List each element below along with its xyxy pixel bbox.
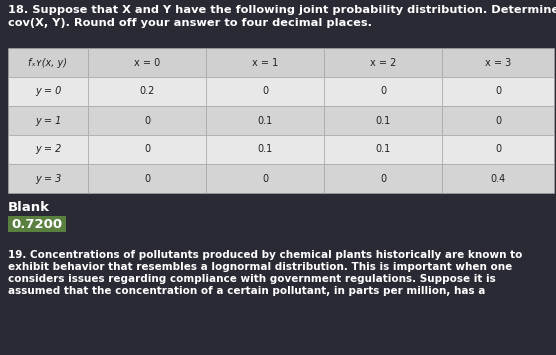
- Text: 0.1: 0.1: [257, 115, 272, 126]
- Bar: [88, 77, 206, 106]
- Text: 0: 0: [262, 87, 268, 97]
- Text: 0.2: 0.2: [140, 87, 155, 97]
- Text: 0.1: 0.1: [375, 115, 391, 126]
- Text: y = 2: y = 2: [35, 144, 61, 154]
- Text: x = 2: x = 2: [370, 58, 396, 67]
- Text: y = 0: y = 0: [35, 87, 61, 97]
- Bar: [324, 77, 442, 106]
- Bar: [442, 48, 554, 77]
- Bar: [88, 164, 206, 193]
- Text: 0: 0: [495, 115, 501, 126]
- Text: Blank: Blank: [8, 201, 50, 214]
- Bar: [8, 164, 88, 193]
- Text: cov(X, Y). Round off your answer to four decimal places.: cov(X, Y). Round off your answer to four…: [8, 18, 372, 28]
- Text: 0: 0: [380, 87, 386, 97]
- Text: 0: 0: [495, 87, 501, 97]
- Bar: [88, 48, 206, 77]
- Text: 0.4: 0.4: [490, 174, 505, 184]
- Bar: [324, 135, 442, 164]
- Text: 0.7200: 0.7200: [12, 218, 63, 230]
- Bar: [8, 135, 88, 164]
- Bar: [442, 106, 554, 135]
- Bar: [206, 77, 324, 106]
- Text: 0: 0: [144, 115, 150, 126]
- Bar: [8, 216, 66, 232]
- Text: 0.1: 0.1: [257, 144, 272, 154]
- Bar: [442, 77, 554, 106]
- Bar: [206, 48, 324, 77]
- Bar: [206, 164, 324, 193]
- Text: x = 1: x = 1: [252, 58, 278, 67]
- Bar: [324, 106, 442, 135]
- Text: y = 3: y = 3: [35, 174, 61, 184]
- Text: 19. Concentrations of pollutants produced by chemical plants historically are kn: 19. Concentrations of pollutants produce…: [8, 250, 523, 260]
- Bar: [324, 48, 442, 77]
- Text: 0: 0: [262, 174, 268, 184]
- Bar: [324, 164, 442, 193]
- Bar: [442, 164, 554, 193]
- Text: considers issues regarding compliance with government regulations. Suppose it is: considers issues regarding compliance wi…: [8, 274, 496, 284]
- Bar: [206, 135, 324, 164]
- Text: 0: 0: [380, 174, 386, 184]
- Text: 18. Suppose that X and Y have the following joint probability distribution. Dete: 18. Suppose that X and Y have the follow…: [8, 5, 556, 15]
- Text: assumed that the concentration of a certain pollutant, in parts per million, has: assumed that the concentration of a cert…: [8, 286, 485, 296]
- Bar: [88, 106, 206, 135]
- Text: fₓʏ(x, y): fₓʏ(x, y): [28, 58, 67, 67]
- Bar: [88, 135, 206, 164]
- Text: 0: 0: [495, 144, 501, 154]
- Text: 0: 0: [144, 144, 150, 154]
- Text: exhibit behavior that resembles a lognormal distribution. This is important when: exhibit behavior that resembles a lognor…: [8, 262, 512, 272]
- Bar: [206, 106, 324, 135]
- Bar: [8, 77, 88, 106]
- Text: x = 3: x = 3: [485, 58, 511, 67]
- Text: 0.1: 0.1: [375, 144, 391, 154]
- Text: 0: 0: [144, 174, 150, 184]
- Bar: [8, 48, 88, 77]
- Text: x = 0: x = 0: [134, 58, 160, 67]
- Bar: [442, 135, 554, 164]
- Text: y = 1: y = 1: [35, 115, 61, 126]
- Bar: [8, 106, 88, 135]
